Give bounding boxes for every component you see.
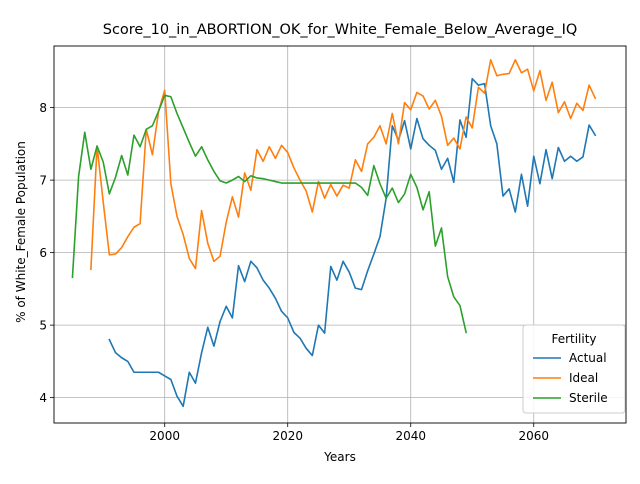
y-tick-label: 6 (39, 246, 47, 260)
series-line-actual (108, 77, 597, 408)
x-tick-label: 2060 (518, 429, 549, 443)
legend: Fertility Actual Ideal Sterile (522, 324, 626, 414)
chart-title: Score_10_in_ABORTION_OK_for_White_Female… (103, 22, 578, 38)
legend-label-actual: Actual (569, 351, 607, 365)
legend-item-actual: Actual (533, 351, 607, 365)
legend-item-ideal: Ideal (533, 371, 598, 385)
y-tick-label: 8 (39, 101, 47, 115)
series-layer (71, 58, 597, 408)
x-axis-label: Years (323, 450, 356, 464)
legend-item-sterile: Sterile (533, 391, 608, 405)
legend-title: Fertility (551, 332, 596, 346)
y-axis-label: % of White_Female Population (14, 141, 28, 323)
legend-label-sterile: Sterile (569, 391, 608, 405)
y-tick-label: 7 (39, 174, 47, 188)
legend-box (522, 324, 626, 414)
legend-label-ideal: Ideal (569, 371, 598, 385)
x-tick-label: 2040 (395, 429, 426, 443)
y-tick-label: 4 (39, 391, 47, 405)
y-tick-label: 5 (39, 319, 47, 333)
series-line-sterile (71, 94, 468, 334)
x-tick-label: 2020 (272, 429, 303, 443)
plot-area (53, 45, 627, 424)
axes: 2000 2020 2040 2060 4 5 6 7 8 (39, 101, 549, 443)
series-line-ideal (90, 58, 597, 271)
x-tick-label: 2000 (149, 429, 180, 443)
